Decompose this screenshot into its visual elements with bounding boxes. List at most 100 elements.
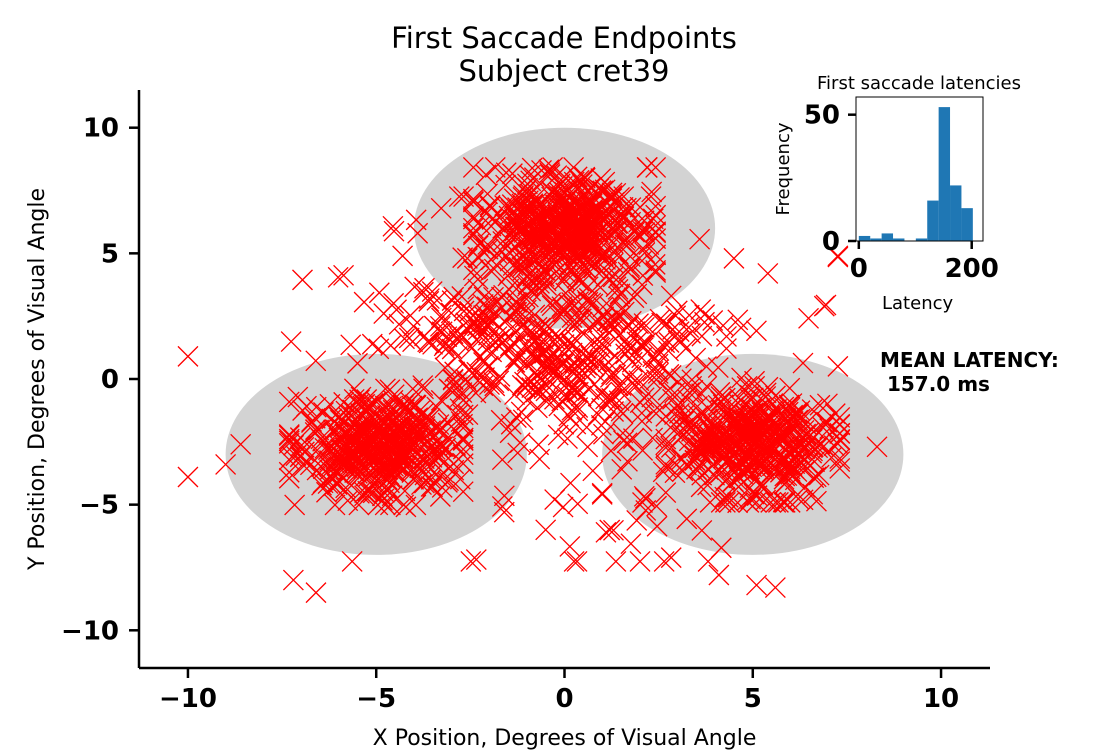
endpoint-marker (578, 287, 600, 309)
endpoint-marker (760, 409, 782, 430)
endpoint-marker (428, 414, 450, 436)
endpoint-marker (399, 305, 421, 327)
histogram-bar (927, 200, 939, 241)
endpoint-marker (563, 550, 585, 572)
endpoint-marker (506, 292, 528, 313)
endpoint-marker (278, 432, 300, 454)
endpoint-marker (645, 262, 667, 283)
endpoint-marker (537, 203, 559, 225)
endpoint-marker (400, 441, 422, 463)
endpoint-marker (333, 455, 355, 477)
endpoint-marker (568, 308, 590, 330)
endpoint-marker (486, 326, 508, 348)
endpoint-marker (805, 490, 827, 512)
endpoint-marker (599, 311, 621, 333)
endpoint-marker (542, 236, 564, 258)
endpoint-marker (628, 370, 650, 392)
endpoint-marker (495, 174, 517, 196)
endpoint-marker (528, 434, 550, 456)
endpoint-marker (278, 424, 300, 445)
endpoint-marker (760, 491, 782, 513)
endpoint-marker (699, 491, 721, 513)
endpoint-marker (631, 274, 653, 296)
endpoint-marker (809, 394, 831, 416)
endpoint-marker (660, 285, 682, 307)
endpoint-marker (379, 379, 401, 401)
endpoint-marker (599, 519, 621, 541)
endpoint-marker (418, 288, 440, 310)
endpoint-marker (362, 393, 384, 414)
endpoint-marker (701, 436, 723, 458)
endpoint-marker (645, 156, 667, 178)
endpoint-marker (613, 186, 635, 208)
endpoint-marker (516, 354, 538, 375)
endpoint-marker (794, 438, 816, 460)
endpoint-marker (675, 337, 697, 359)
endpoint-marker (764, 577, 786, 599)
y-tick-label: 10 (83, 114, 119, 144)
endpoint-marker (636, 156, 658, 178)
endpoint-marker (629, 550, 651, 572)
endpoint-marker (463, 265, 485, 287)
endpoint-marker (430, 304, 452, 326)
endpoint-marker (452, 438, 474, 460)
endpoint-marker (446, 345, 468, 367)
endpoint-marker (632, 439, 654, 461)
endpoint-marker (620, 365, 642, 387)
endpoint-marker (355, 449, 377, 471)
endpoint-marker (566, 166, 588, 188)
endpoint-marker (576, 347, 598, 369)
endpoint-marker (430, 389, 452, 411)
x-tick-label: 0 (555, 684, 573, 714)
endpoint-marker (658, 340, 679, 362)
endpoint-marker (344, 462, 366, 483)
endpoint-marker (389, 455, 411, 477)
endpoint-marker (628, 313, 649, 335)
endpoint-marker (532, 280, 554, 302)
endpoint-marker (460, 550, 482, 572)
endpoint-marker (827, 246, 849, 268)
endpoint-marker (230, 433, 252, 455)
endpoint-marker (215, 453, 237, 475)
endpoint-marker (177, 466, 199, 488)
endpoint-marker (344, 455, 366, 477)
endpoint-marker (793, 449, 815, 471)
endpoint-marker (607, 278, 629, 300)
endpoint-marker (691, 520, 713, 541)
endpoint-marker (781, 416, 803, 438)
endpoint-marker (341, 550, 363, 572)
endpoint-marker (767, 491, 789, 513)
inset-x-tick-label: 0 (850, 254, 868, 284)
endpoint-marker (329, 406, 351, 428)
endpoint-marker (595, 388, 617, 410)
endpoint-marker (458, 359, 480, 381)
x-tick-label: 5 (744, 684, 762, 714)
endpoint-marker (382, 215, 404, 237)
endpoint-marker (655, 453, 677, 475)
endpoint-marker (421, 281, 443, 303)
endpoint-marker (449, 386, 471, 408)
endpoint-marker (575, 257, 597, 279)
endpoint-marker (519, 164, 541, 186)
endpoint-marker (708, 564, 730, 586)
inset-frame (855, 96, 984, 242)
endpoint-marker (317, 439, 339, 461)
endpoint-marker (534, 389, 556, 411)
endpoint-marker (566, 267, 588, 289)
endpoint-marker (591, 484, 613, 505)
x-tick-label: 10 (923, 684, 959, 714)
endpoint-marker (602, 266, 624, 288)
endpoint-marker (483, 286, 504, 308)
endpoint-marker (374, 378, 396, 400)
endpoint-marker (377, 477, 399, 499)
endpoint-marker (467, 235, 489, 257)
endpoint-marker (301, 410, 323, 432)
endpoint-marker (405, 209, 427, 231)
endpoint-marker (646, 495, 668, 517)
endpoint-marker (537, 389, 559, 411)
endpoint-marker (634, 333, 656, 355)
endpoint-marker (327, 266, 349, 288)
histogram-bar (893, 238, 905, 241)
endpoint-marker (631, 410, 653, 432)
endpoint-marker (678, 440, 700, 462)
